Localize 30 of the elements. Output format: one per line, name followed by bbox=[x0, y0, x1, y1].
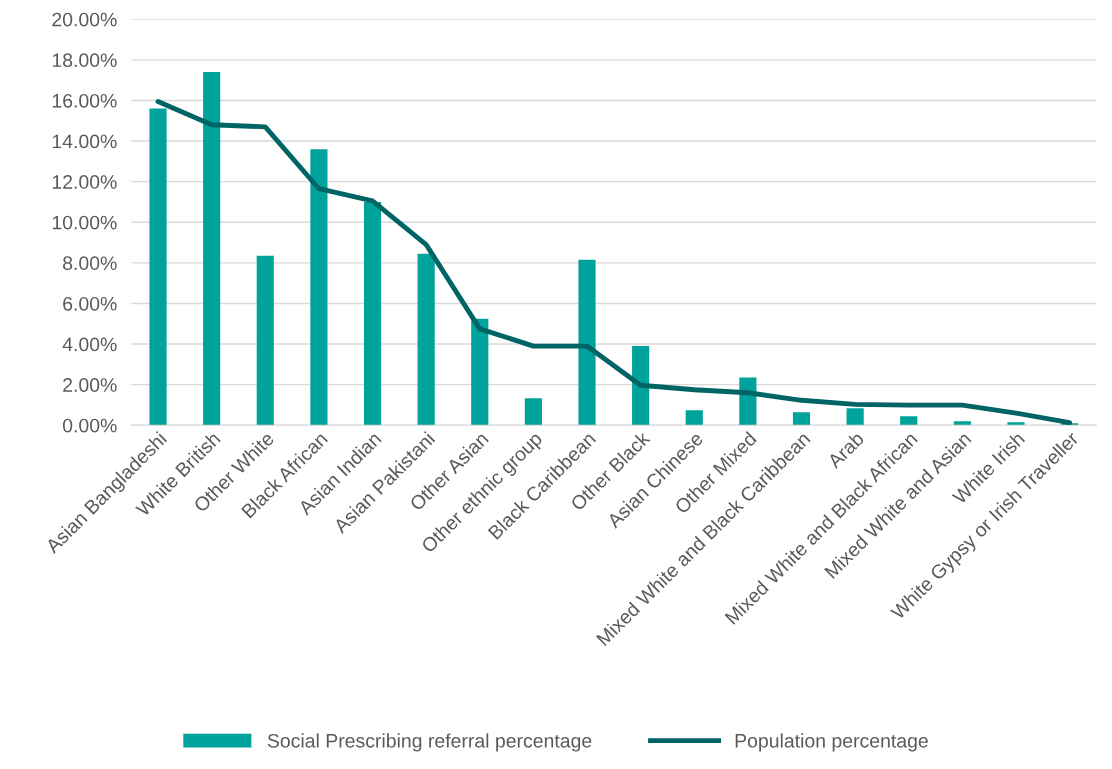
bar bbox=[149, 108, 167, 426]
legend-label: Population percentage bbox=[735, 733, 928, 752]
bar bbox=[471, 318, 489, 426]
y-tick-label: 20.00% bbox=[52, 12, 117, 27]
y-tick-label: 10.00% bbox=[52, 215, 117, 230]
bar bbox=[632, 346, 650, 426]
y-tick-label: 16.00% bbox=[52, 93, 117, 108]
bar bbox=[846, 408, 864, 426]
y-tick-label: 8.00% bbox=[63, 256, 117, 271]
y-tick-label: 4.00% bbox=[62, 337, 117, 352]
bar bbox=[203, 72, 221, 426]
bar bbox=[792, 412, 811, 426]
bar bbox=[578, 259, 596, 426]
bar bbox=[524, 398, 542, 426]
bar bbox=[363, 201, 382, 426]
y-tick-label: 18.00% bbox=[52, 53, 117, 68]
y-tick-label: 12.00% bbox=[52, 175, 117, 189]
y-tick-label: 6.00% bbox=[63, 296, 117, 311]
bar bbox=[900, 416, 918, 426]
y-tick-label: 2.00% bbox=[63, 378, 117, 392]
legend-label: Social Prescribing referral percentage bbox=[267, 733, 592, 752]
bar bbox=[256, 255, 274, 426]
bar bbox=[310, 149, 328, 426]
bar bbox=[417, 253, 435, 426]
bar bbox=[1007, 422, 1025, 426]
bar bbox=[953, 421, 971, 426]
line-series bbox=[155, 99, 1073, 426]
bar bbox=[685, 410, 703, 426]
y-tick-label: 14.00% bbox=[52, 134, 117, 149]
y-tick-label: 0.00% bbox=[62, 418, 117, 433]
